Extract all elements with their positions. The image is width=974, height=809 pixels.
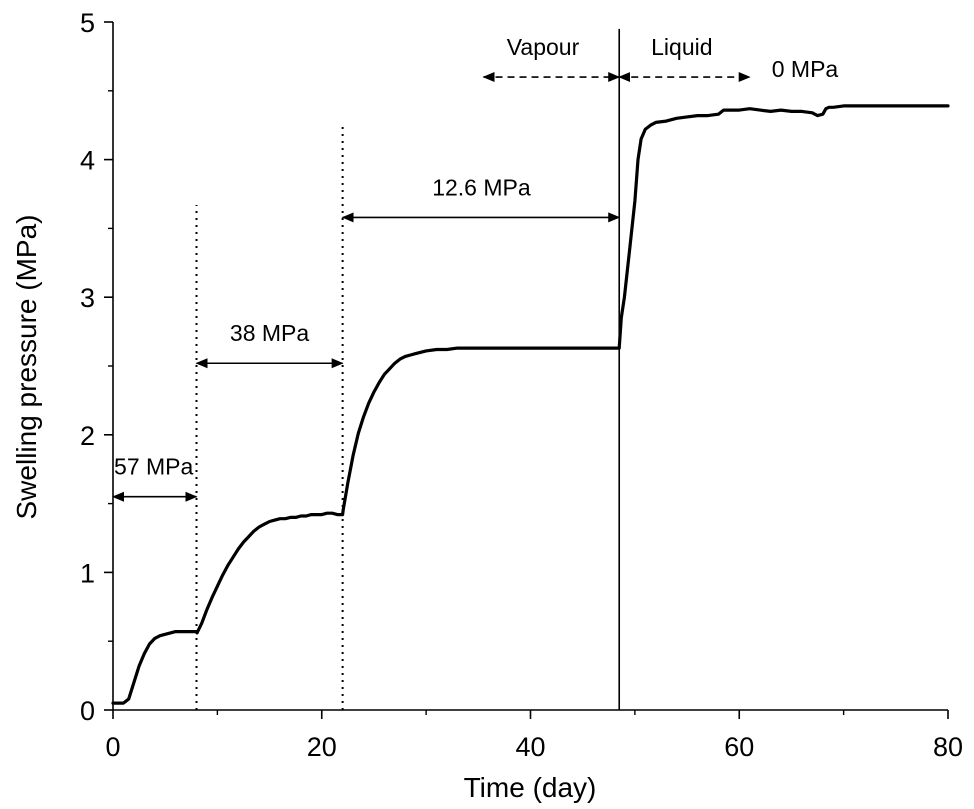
- axes: 0 20 40 60 80 0 1 2 3 4 5: [80, 8, 963, 762]
- x-tick-label: 80: [933, 732, 963, 762]
- y-tick-label: 3: [80, 283, 95, 313]
- annotation-label: 57 MPa: [114, 454, 193, 480]
- x-tick-label: 0: [105, 732, 120, 762]
- y-tick-label: 2: [80, 421, 95, 451]
- data-series: [111, 104, 950, 705]
- y-tick-label: 0: [80, 696, 95, 726]
- annotation-label: 0 MPa: [772, 56, 839, 82]
- x-tick-label: 40: [515, 732, 545, 762]
- annotation-label: 38 MPa: [230, 320, 309, 346]
- y-tick-label: 1: [80, 558, 95, 588]
- annotation-label: Liquid: [651, 34, 712, 60]
- y-tick-label: 4: [80, 146, 95, 176]
- vertical-lines: [195, 28, 621, 710]
- x-tick-label: 60: [724, 732, 754, 762]
- annotation-arrows: [112, 72, 751, 502]
- x-axis-title: Time (day): [464, 772, 597, 803]
- annotations: 57 MPa 38 MPa 12.6 MPa Vapour Liquid 0 MPa: [114, 34, 838, 480]
- y-tick-label: 5: [80, 8, 95, 38]
- series-line: [111, 104, 950, 705]
- x-tick-label: 20: [307, 732, 337, 762]
- y-axis-title: Swelling pressure (MPa): [11, 215, 42, 520]
- annotation-label: 12.6 MPa: [432, 174, 531, 200]
- annotation-label: Vapour: [507, 34, 580, 60]
